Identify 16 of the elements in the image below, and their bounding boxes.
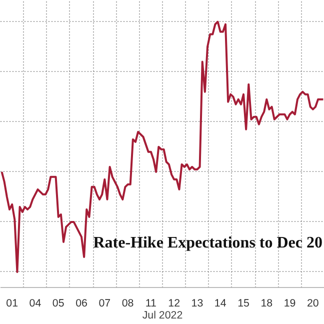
- x-tick-label: 15: [238, 298, 250, 310]
- x-tick-label: 18: [260, 298, 273, 310]
- x-tick-label: 06: [76, 298, 88, 310]
- x-tick-label: 19: [284, 298, 296, 310]
- x-tick-label: 07: [98, 298, 111, 310]
- x-axis-title: Jul 2022: [142, 310, 183, 322]
- x-tick-label: 05: [52, 298, 64, 310]
- x-tick-label: 20: [307, 298, 319, 310]
- x-tick-label: 11: [145, 298, 157, 310]
- x-tick-label: 04: [29, 298, 42, 310]
- x-tick-label: 13: [191, 298, 204, 310]
- x-tick-label: 12: [168, 298, 180, 310]
- x-tick-label: 08: [122, 298, 134, 310]
- x-tick-label: 14: [214, 298, 226, 310]
- annotation: Rate-Hike Expectations to Dec 20: [93, 234, 323, 252]
- x-tick-label: 01: [6, 298, 18, 310]
